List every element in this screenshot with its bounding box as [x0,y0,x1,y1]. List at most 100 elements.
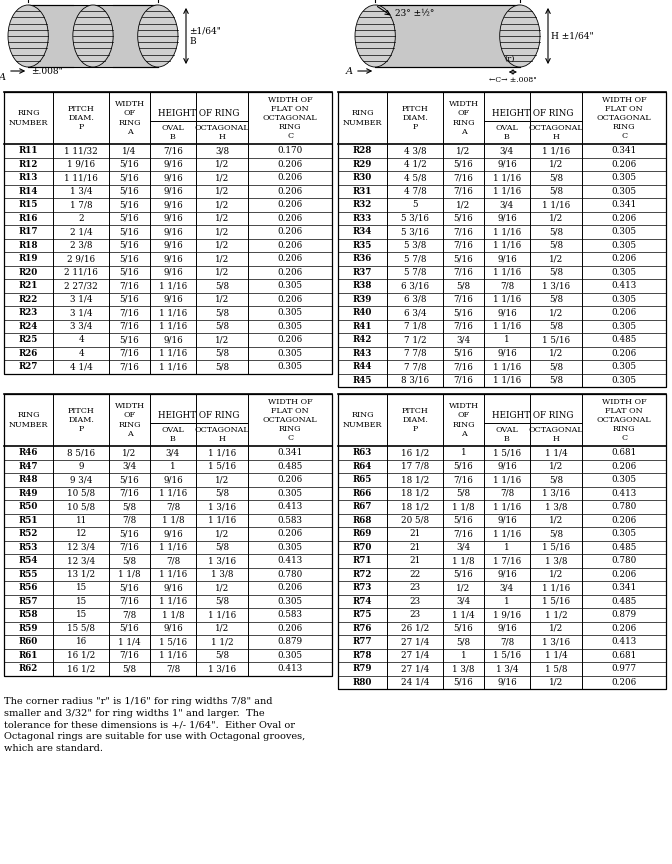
Text: 7/8: 7/8 [500,489,514,498]
Text: HEIGHT OF RING: HEIGHT OF RING [493,411,574,421]
Text: 1/2: 1/2 [456,146,470,156]
Text: 11: 11 [75,516,87,524]
Text: 0.305: 0.305 [278,349,302,358]
Text: OVAL
B: OVAL B [495,124,518,141]
Text: 5/8: 5/8 [549,187,563,196]
Text: R14: R14 [19,187,38,196]
Text: 9/16: 9/16 [497,569,517,579]
Text: 2 1/4: 2 1/4 [70,227,93,236]
Text: R34: R34 [353,227,372,236]
Text: OVAL
B: OVAL B [161,124,184,141]
Text: WIDTH OF
FLAT ON
OCTAGONAL
RING
C: WIDTH OF FLAT ON OCTAGONAL RING C [263,96,317,140]
Text: R72: R72 [353,569,372,579]
Text: 5/16: 5/16 [120,227,139,236]
Text: 1 1/4: 1 1/4 [545,651,567,660]
Text: 1: 1 [504,335,510,344]
Text: 5/8: 5/8 [215,308,229,317]
Text: 1/2: 1/2 [215,241,229,250]
Text: 5/8: 5/8 [549,295,563,304]
Text: 1: 1 [504,597,510,606]
Text: 0.305: 0.305 [612,187,636,196]
Text: R76: R76 [353,624,372,632]
Text: 9/16: 9/16 [163,187,183,196]
Text: 1 5/16: 1 5/16 [542,597,570,606]
Text: 5/8: 5/8 [215,321,229,331]
Text: 7/16: 7/16 [163,146,183,156]
Text: 1 1/16: 1 1/16 [159,651,187,660]
Text: R13: R13 [19,174,38,182]
Text: 0.206: 0.206 [278,213,303,223]
Text: 1 5/16: 1 5/16 [542,543,570,552]
Text: 6 3/4: 6 3/4 [404,308,427,317]
Text: 1 3/4: 1 3/4 [496,664,518,673]
Bar [375,5,520,67]
Text: 5/8: 5/8 [215,282,229,290]
Text: 7/16: 7/16 [454,227,473,236]
Text: 5: 5 [413,200,418,209]
Text: 0.206: 0.206 [278,187,303,196]
Text: 0.681: 0.681 [612,448,637,457]
Text: 13 1/2: 13 1/2 [67,569,95,579]
Text: 5/16: 5/16 [120,268,139,276]
Text: 0.206: 0.206 [278,254,303,264]
Text: 5/8: 5/8 [549,268,563,276]
Text: RING
NUMBER: RING NUMBER [343,411,382,429]
Text: 5/8: 5/8 [549,321,563,331]
Text: R15: R15 [19,200,38,209]
Text: R54: R54 [19,556,38,565]
Text: 7 1/2: 7 1/2 [404,335,427,344]
Text: 7/16: 7/16 [454,187,473,196]
Text: 3/4: 3/4 [456,335,470,344]
Text: R20: R20 [19,268,38,276]
Text: 0.305: 0.305 [612,268,636,276]
Text: 0.305: 0.305 [612,530,636,538]
Text: 1/2: 1/2 [456,200,470,209]
Text: R26: R26 [19,349,38,358]
Text: OCTAGONAL
H: OCTAGONAL H [529,124,583,141]
Text: 1/2: 1/2 [215,200,229,209]
Text: 1/2: 1/2 [549,213,563,223]
Text: HEIGHT OF RING: HEIGHT OF RING [159,110,240,118]
Text: R28: R28 [353,146,372,156]
Text: 9 3/4: 9 3/4 [70,475,92,484]
Text: R12: R12 [19,160,38,168]
Text: R65: R65 [353,475,372,484]
Text: 1 9/16: 1 9/16 [67,160,95,168]
Text: R22: R22 [19,295,38,304]
Text: 1 1/16: 1 1/16 [208,448,237,457]
Text: 1/2: 1/2 [549,461,563,471]
Text: 5/16: 5/16 [454,677,473,687]
Text: 1/2: 1/2 [215,624,229,632]
Text: 0.305: 0.305 [278,362,302,372]
Text: 7/16: 7/16 [120,597,139,606]
Text: OCTAGONAL
H: OCTAGONAL H [529,426,583,443]
Text: 4 1/4: 4 1/4 [70,362,93,372]
Text: 0.413: 0.413 [612,638,637,646]
Text: 9/16: 9/16 [497,461,517,471]
Text: 5/8: 5/8 [549,530,563,538]
Text: R33: R33 [353,213,372,223]
Text: 0.413: 0.413 [278,502,303,511]
Text: 7 7/8: 7 7/8 [404,362,427,372]
Text: A: A [0,73,6,82]
Text: WIDTH
OF
RING
A: WIDTH OF RING A [448,100,478,136]
Text: PITCH
DIAM.
P: PITCH DIAM. P [68,105,95,131]
Text: 4: 4 [78,335,84,344]
Text: 1 3/8: 1 3/8 [545,502,567,511]
Bar [4,394,332,676]
Text: 7/16: 7/16 [454,295,473,304]
Text: 0.305: 0.305 [278,651,302,660]
Text: 2: 2 [78,213,84,223]
Text: 3/4: 3/4 [166,448,180,457]
Text: RING
NUMBER: RING NUMBER [343,110,382,127]
Text: 9/16: 9/16 [163,530,183,538]
Text: 3/4: 3/4 [500,146,514,156]
Text: 7/16: 7/16 [454,362,473,372]
Text: 0.206: 0.206 [278,335,303,344]
Text: 1 9/16: 1 9/16 [493,610,521,619]
Text: 1 3/8: 1 3/8 [545,556,567,565]
Text: 0.206: 0.206 [612,624,637,632]
Text: 5/8: 5/8 [215,543,229,552]
Bar [4,92,332,373]
Text: R21: R21 [19,282,38,290]
